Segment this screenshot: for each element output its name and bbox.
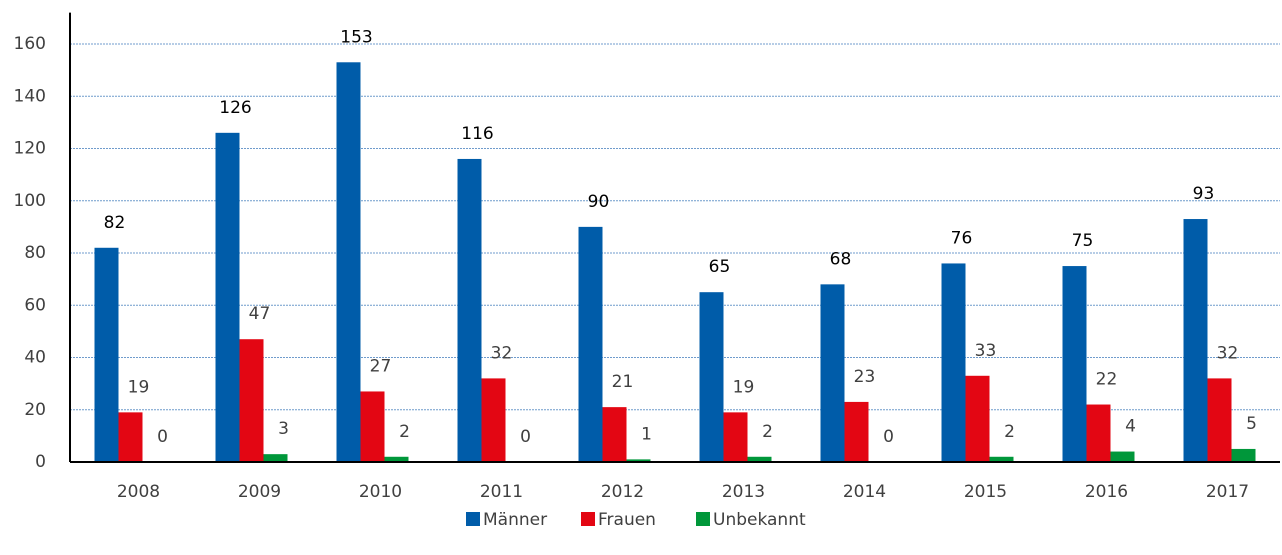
bar [747, 456, 772, 462]
value-label: 1 [641, 424, 652, 444]
bar [1207, 378, 1232, 462]
value-label: 93 [1193, 184, 1215, 204]
x-tick-label: 2010 [359, 482, 402, 502]
y-tick-label: 100 [14, 191, 46, 211]
x-tick-label: 2017 [1206, 482, 1249, 502]
value-label: 27 [370, 356, 392, 376]
y-tick-label: 120 [14, 139, 46, 159]
value-label: 65 [709, 257, 731, 277]
value-label: 22 [1096, 370, 1118, 390]
value-label: 68 [830, 249, 852, 269]
value-label: 90 [588, 192, 610, 212]
value-label: 4 [1125, 417, 1136, 437]
legend-label: Männer [483, 510, 547, 530]
bar [1231, 448, 1256, 462]
value-label: 116 [461, 124, 493, 144]
value-label: 47 [249, 304, 271, 324]
value-label: 0 [883, 427, 894, 447]
x-tick-label: 2016 [1085, 482, 1128, 502]
value-label: 0 [157, 427, 168, 447]
bar [965, 375, 990, 462]
value-label: 3 [278, 419, 289, 439]
value-label: 2 [762, 422, 773, 442]
value-label: 2 [1004, 422, 1015, 442]
legend-label: Unbekannt [713, 510, 806, 530]
x-tick-label: 2013 [722, 482, 765, 502]
y-tick-label: 140 [14, 86, 46, 106]
bar [360, 391, 385, 462]
x-tick-label: 2008 [117, 482, 160, 502]
value-label: 19 [733, 377, 755, 397]
bar [626, 459, 651, 462]
bar [457, 158, 482, 462]
y-tick-label: 20 [24, 400, 46, 420]
value-label: 0 [520, 427, 531, 447]
y-tick-label: 60 [24, 295, 46, 315]
bar [118, 412, 143, 462]
y-tick-label: 40 [24, 348, 46, 368]
y-tick-label: 160 [14, 34, 46, 54]
value-label: 32 [491, 343, 513, 363]
value-label: 5 [1246, 414, 1257, 434]
bar [941, 263, 966, 462]
y-tick-label: 0 [35, 452, 46, 472]
bar [844, 401, 869, 462]
bar [481, 378, 506, 462]
x-tick-label: 2014 [843, 482, 886, 502]
y-tick-label: 80 [24, 243, 46, 263]
x-tick-label: 2015 [964, 482, 1007, 502]
x-tick-label: 2011 [480, 482, 523, 502]
legend-swatch [696, 512, 710, 526]
bar [215, 132, 240, 462]
bar [1183, 219, 1208, 462]
legend-label: Frauen [598, 510, 656, 530]
bar [384, 456, 409, 462]
bar [1086, 404, 1111, 462]
bar [1062, 266, 1087, 462]
legend-swatch [581, 512, 595, 526]
legend-swatch [466, 512, 480, 526]
value-label: 23 [854, 367, 876, 387]
value-label: 32 [1217, 343, 1239, 363]
value-label: 33 [975, 341, 997, 361]
bar [336, 62, 361, 462]
bar [699, 292, 724, 462]
value-label: 2 [399, 422, 410, 442]
bar [602, 407, 627, 462]
bar [820, 284, 845, 462]
value-label: 126 [219, 98, 251, 118]
x-tick-label: 2012 [601, 482, 644, 502]
value-label: 82 [104, 213, 126, 233]
x-tick-label: 2009 [238, 482, 281, 502]
value-label: 153 [340, 27, 372, 47]
bar [94, 247, 119, 462]
value-label: 19 [128, 377, 150, 397]
bar [723, 412, 748, 462]
bar [263, 454, 288, 462]
value-label: 75 [1072, 231, 1094, 251]
bar [989, 456, 1014, 462]
bar [1110, 451, 1135, 462]
value-label: 76 [951, 228, 973, 248]
bar [239, 339, 264, 462]
bar [578, 226, 603, 462]
value-label: 21 [612, 372, 634, 392]
